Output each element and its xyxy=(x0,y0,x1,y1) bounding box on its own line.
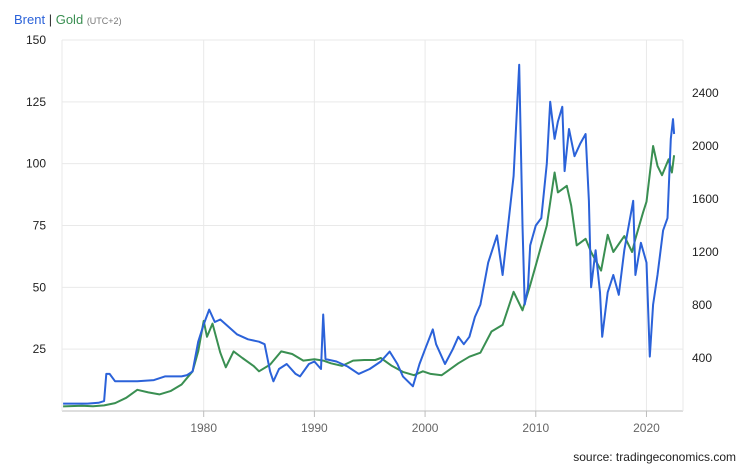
legend: Brent | Gold (UTC+2) xyxy=(14,12,122,27)
series-lines xyxy=(63,63,676,408)
legend-brent[interactable]: Brent xyxy=(14,12,46,27)
y-left-tick-label: 75 xyxy=(33,219,47,233)
y-right-tick-label: 1600 xyxy=(692,192,719,206)
x-tick-label: 2000 xyxy=(412,421,439,435)
series-line-brent[interactable] xyxy=(63,63,676,405)
x-tick-label: 1990 xyxy=(301,421,328,435)
y-left-tick-label: 25 xyxy=(33,342,47,356)
legend-gold[interactable]: Gold xyxy=(55,12,84,27)
series-line-gold[interactable] xyxy=(63,145,676,408)
y-left-tick-label: 100 xyxy=(26,157,46,171)
y-right-tick-label: 400 xyxy=(692,351,712,365)
source-note[interactable]: source: tradingeconomics.com xyxy=(573,450,736,464)
y-right-tick-label: 800 xyxy=(692,298,712,312)
y-right-tick-label: 1200 xyxy=(692,245,719,259)
y-left-tick-label: 150 xyxy=(26,33,46,47)
legend-timezone: (UTC+2) xyxy=(86,16,122,26)
y-right-tick-label: 2000 xyxy=(692,139,719,153)
x-tick-label: 2020 xyxy=(633,421,660,435)
y-axis-left: 25 50 75 100 125 150 xyxy=(26,33,46,356)
y-left-tick-label: 50 xyxy=(33,280,47,294)
legend-separator: | xyxy=(48,12,53,27)
x-tick-label: 2010 xyxy=(522,421,549,435)
y-right-tick-label: 2400 xyxy=(692,86,719,100)
y-left-tick-label: 125 xyxy=(26,95,46,109)
axes xyxy=(61,40,684,417)
x-axis: 1980 1990 2000 2010 2020 xyxy=(190,421,660,435)
x-tick-label: 1980 xyxy=(190,421,217,435)
y-axis-right: 400 800 1200 1600 2000 2400 xyxy=(692,86,719,365)
